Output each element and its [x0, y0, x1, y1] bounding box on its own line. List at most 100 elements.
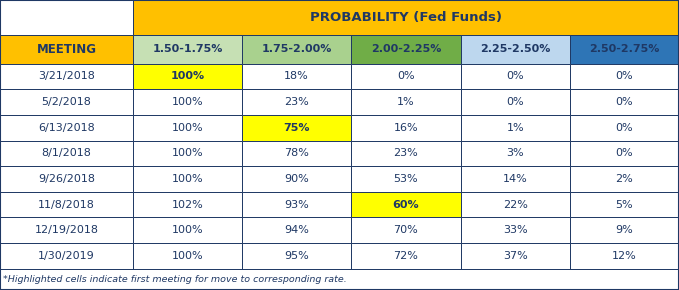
Text: 100%: 100%	[170, 71, 204, 81]
Text: 100%: 100%	[172, 123, 203, 133]
Text: 16%: 16%	[394, 123, 418, 133]
Bar	[351, 243, 460, 269]
Bar	[0, 115, 133, 141]
Bar	[242, 166, 351, 192]
Text: 0%: 0%	[616, 97, 634, 107]
Bar	[133, 243, 242, 269]
Bar	[242, 218, 351, 243]
Bar	[570, 35, 679, 64]
Bar	[460, 166, 570, 192]
Bar	[242, 64, 351, 89]
Bar	[460, 64, 570, 89]
Text: 0%: 0%	[616, 71, 634, 81]
Bar	[242, 35, 351, 64]
Bar	[0, 0, 133, 35]
Bar	[351, 141, 460, 166]
Text: 0%: 0%	[507, 97, 524, 107]
Bar	[0, 243, 133, 269]
Bar	[133, 64, 242, 89]
Text: 8/1/2018: 8/1/2018	[41, 148, 92, 158]
Bar	[460, 243, 570, 269]
Text: 18%: 18%	[285, 71, 309, 81]
Text: 12%: 12%	[612, 251, 637, 261]
Text: 3%: 3%	[507, 148, 524, 158]
Text: 12/19/2018: 12/19/2018	[35, 225, 98, 235]
Text: 9/26/2018: 9/26/2018	[38, 174, 95, 184]
Bar	[570, 64, 679, 89]
Bar	[460, 35, 570, 64]
Text: 5/2/2018: 5/2/2018	[41, 97, 92, 107]
Text: 2.50-2.75%: 2.50-2.75%	[589, 44, 659, 54]
Bar	[460, 192, 570, 218]
Bar	[460, 141, 570, 166]
Text: 1/30/2019: 1/30/2019	[38, 251, 95, 261]
Text: 1.75-2.00%: 1.75-2.00%	[261, 44, 332, 54]
Bar	[570, 141, 679, 166]
Text: 5%: 5%	[616, 200, 634, 210]
Text: 2.00-2.25%: 2.00-2.25%	[371, 44, 441, 54]
Text: 3/21/2018: 3/21/2018	[38, 71, 95, 81]
Text: 100%: 100%	[172, 97, 203, 107]
Bar	[0, 89, 133, 115]
Text: 100%: 100%	[172, 251, 203, 261]
Bar	[351, 89, 460, 115]
Text: 102%: 102%	[172, 200, 203, 210]
Bar	[133, 35, 242, 64]
Bar	[133, 0, 679, 35]
Bar	[351, 115, 460, 141]
Bar	[0, 141, 133, 166]
Text: 95%: 95%	[285, 251, 309, 261]
Text: 100%: 100%	[172, 225, 203, 235]
Bar	[351, 218, 460, 243]
Bar	[242, 115, 351, 141]
Bar	[242, 243, 351, 269]
Text: *Highlighted cells indicate first meeting for move to corresponding rate.: *Highlighted cells indicate first meetin…	[3, 275, 347, 284]
Bar	[133, 218, 242, 243]
Bar	[351, 192, 460, 218]
Text: 70%: 70%	[394, 225, 418, 235]
Bar	[570, 218, 679, 243]
Bar	[0, 166, 133, 192]
Text: 94%: 94%	[285, 225, 309, 235]
Text: 11/8/2018: 11/8/2018	[38, 200, 95, 210]
Bar	[570, 243, 679, 269]
Text: 0%: 0%	[507, 71, 524, 81]
Bar	[0, 64, 133, 89]
Bar	[0, 269, 679, 290]
Bar	[0, 218, 133, 243]
Bar	[242, 192, 351, 218]
Text: 100%: 100%	[172, 174, 203, 184]
Bar	[133, 192, 242, 218]
Bar	[460, 115, 570, 141]
Bar	[133, 141, 242, 166]
Text: 90%: 90%	[285, 174, 309, 184]
Text: 14%: 14%	[502, 174, 528, 184]
Text: MEETING: MEETING	[37, 43, 96, 56]
Bar	[133, 166, 242, 192]
Bar	[133, 115, 242, 141]
Text: 75%: 75%	[283, 123, 310, 133]
Bar	[460, 218, 570, 243]
Bar	[570, 192, 679, 218]
Text: 33%: 33%	[503, 225, 528, 235]
Text: PROBABILITY (Fed Funds): PROBABILITY (Fed Funds)	[310, 11, 502, 24]
Text: 60%: 60%	[392, 200, 419, 210]
Bar	[570, 89, 679, 115]
Text: 0%: 0%	[616, 148, 634, 158]
Text: 0%: 0%	[397, 71, 415, 81]
Bar	[351, 166, 460, 192]
Bar	[460, 89, 570, 115]
Bar	[570, 166, 679, 192]
Bar	[351, 35, 460, 64]
Text: 2%: 2%	[615, 174, 634, 184]
Text: 100%: 100%	[172, 148, 203, 158]
Text: 0%: 0%	[616, 123, 634, 133]
Text: 72%: 72%	[394, 251, 418, 261]
Text: 1.50-1.75%: 1.50-1.75%	[152, 44, 223, 54]
Text: 23%: 23%	[394, 148, 418, 158]
Text: 1%: 1%	[507, 123, 524, 133]
Bar	[570, 115, 679, 141]
Bar	[0, 35, 133, 64]
Text: 22%: 22%	[502, 200, 528, 210]
Bar	[133, 89, 242, 115]
